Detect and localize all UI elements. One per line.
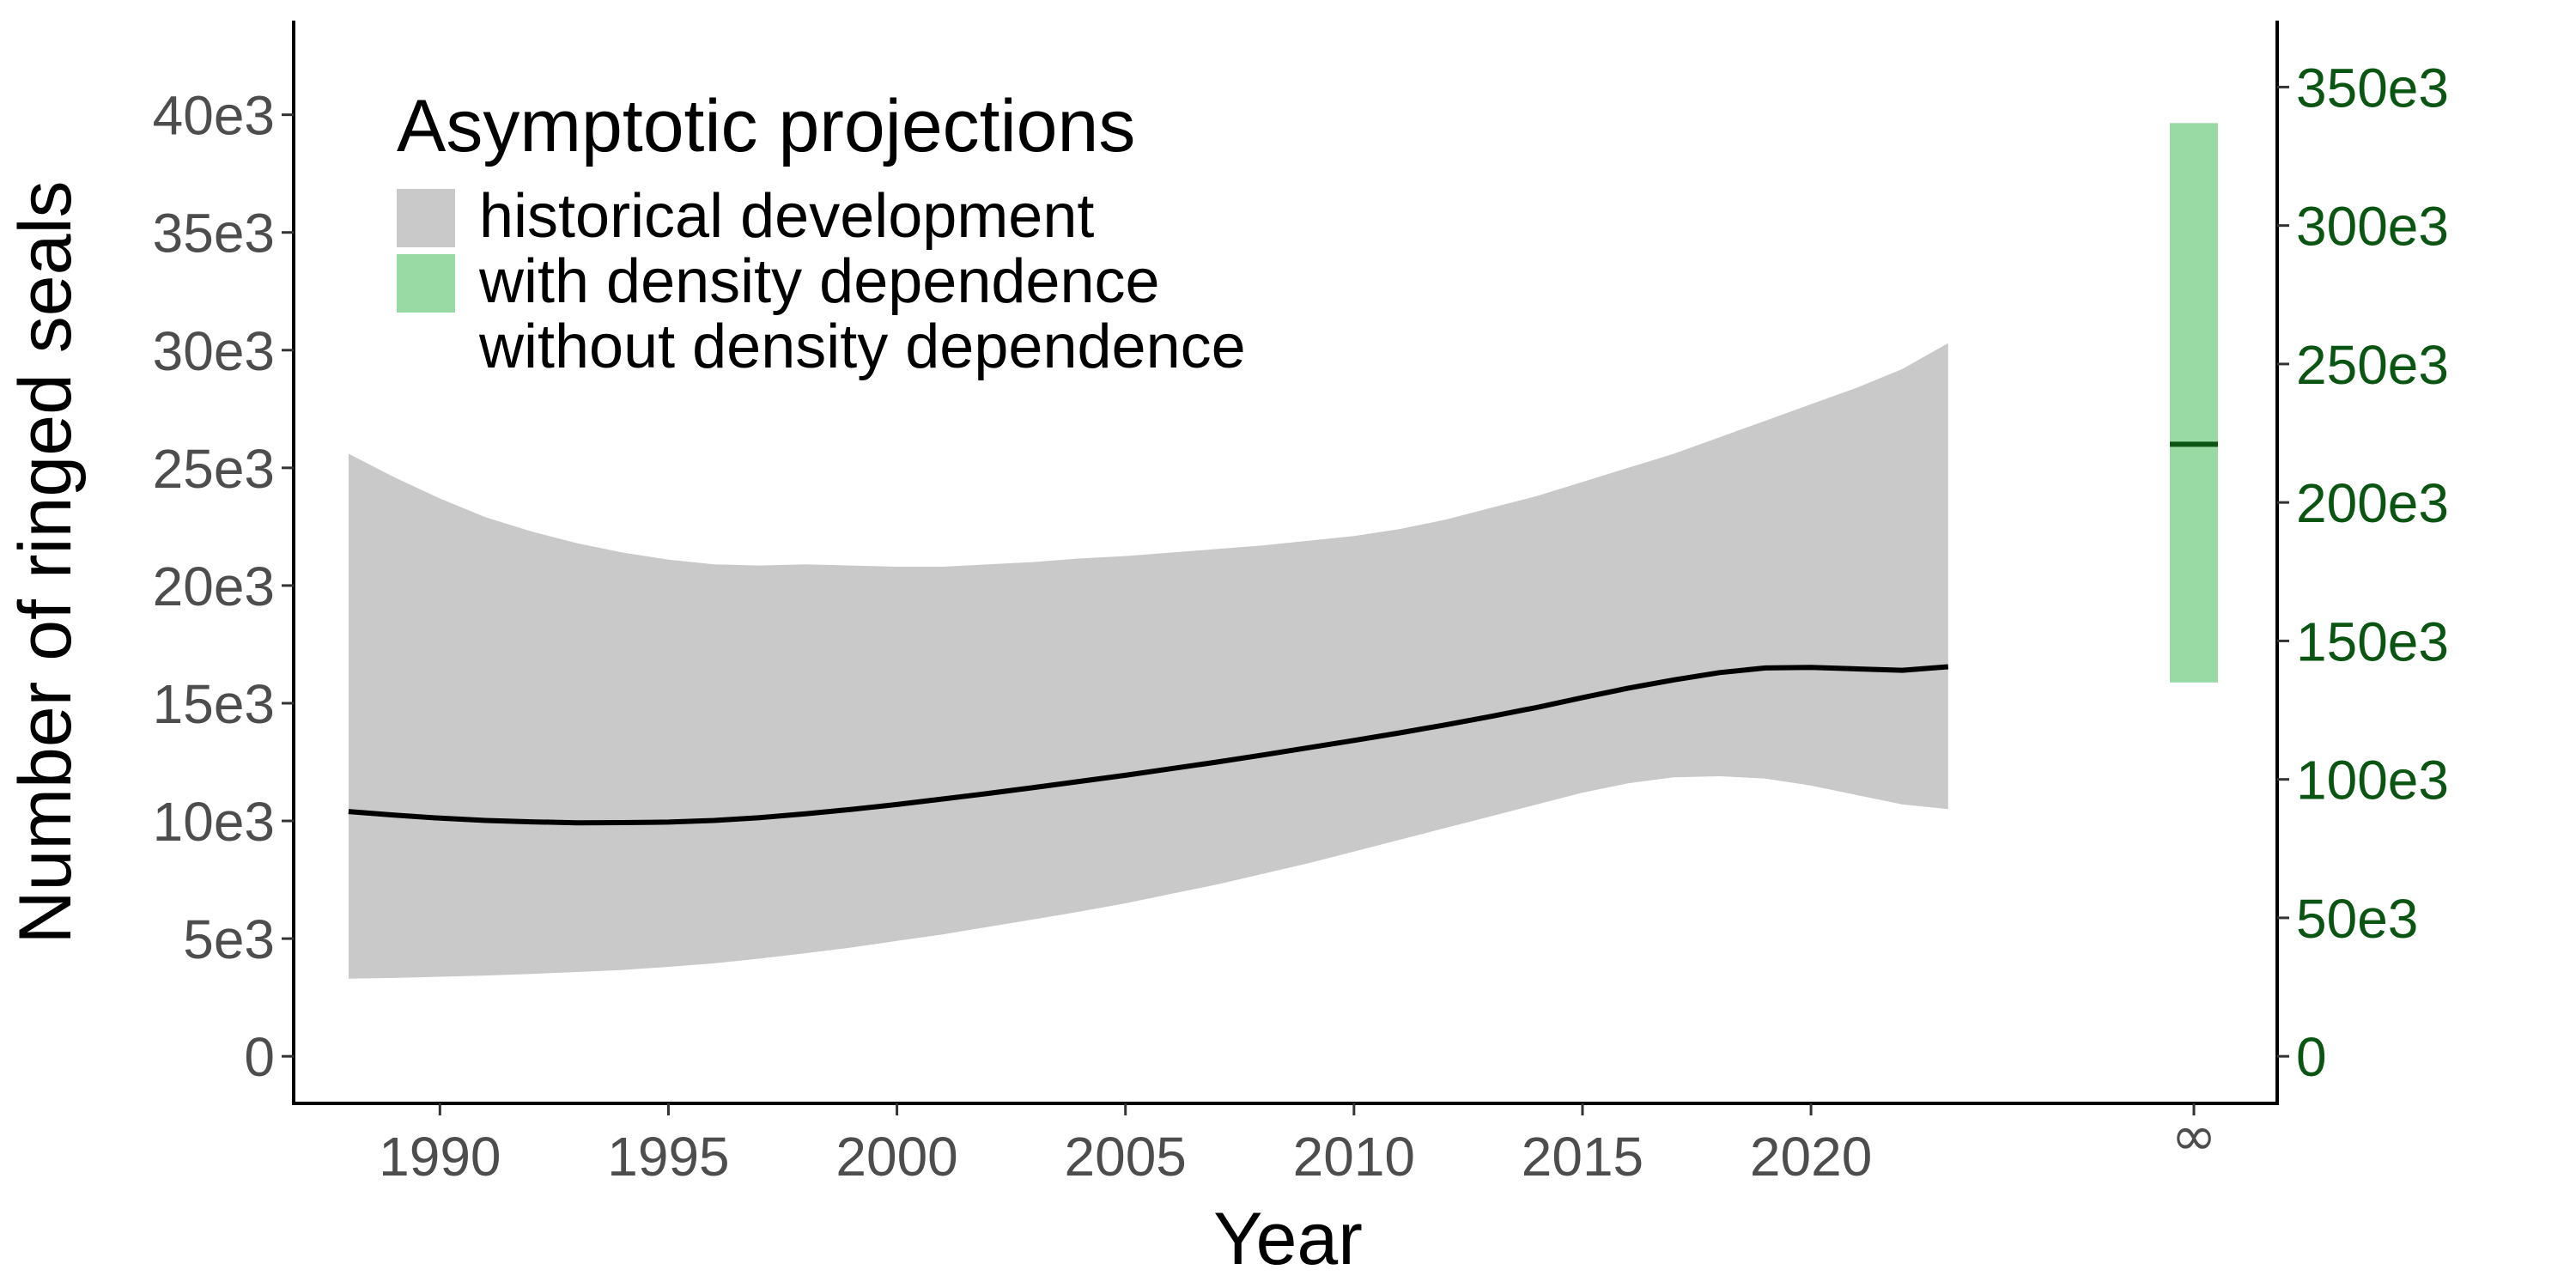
y2-tick-label: 100e3 xyxy=(2296,750,2449,811)
y-tick-label: 15e3 xyxy=(153,673,275,735)
y2-tick-label: 50e3 xyxy=(2296,888,2418,950)
x-tick-label: 2000 xyxy=(835,1126,957,1188)
legend-entry-label: with density dependence xyxy=(478,247,1160,316)
infinity-tick-label: ∞ xyxy=(2171,1105,2216,1169)
y2-tick-label: 250e3 xyxy=(2296,334,2449,396)
x-tick-label: 2005 xyxy=(1065,1126,1187,1188)
y-tick-label: 5e3 xyxy=(183,908,275,970)
axes xyxy=(292,21,2279,1105)
x-tick-label: 2010 xyxy=(1293,1126,1415,1188)
y-tick-label: 10e3 xyxy=(153,791,275,853)
historical-mean-line xyxy=(348,664,1949,826)
y-tick-label: 35e3 xyxy=(153,203,275,264)
y2-tick-label: 350e3 xyxy=(2296,57,2449,118)
x-tick-label: 2015 xyxy=(1522,1126,1643,1188)
legend: Asymptotic projections historical develo… xyxy=(397,85,1246,381)
y2-tick-label: 0 xyxy=(2296,1026,2327,1088)
y-tick-label: 40e3 xyxy=(153,85,275,147)
y-tick-label: 25e3 xyxy=(153,438,275,500)
legend-entry-label: historical development xyxy=(479,182,1094,251)
y-tick-label: 20e3 xyxy=(153,556,275,617)
historical-band xyxy=(348,343,1948,979)
y-tick-label: 0 xyxy=(244,1026,275,1088)
x-axis-title: Year xyxy=(1213,1198,1363,1280)
plot-area xyxy=(348,123,2218,979)
legend-title: Asymptotic projections xyxy=(397,85,1135,167)
x-tick-label: 1990 xyxy=(379,1126,501,1188)
legend-key xyxy=(397,254,455,313)
ticks: 0 5e3 10e3 15e3 20e3 25e3 30e3 35e3 40e3 0 50e3 100… xyxy=(153,57,2449,1188)
y2-tick-label: 300e3 xyxy=(2296,196,2449,258)
x-tick-label: 1995 xyxy=(607,1126,729,1188)
asymptote-range-bar xyxy=(2170,123,2218,683)
y-tick-label: 30e3 xyxy=(153,320,275,382)
y2-tick-label: 200e3 xyxy=(2296,472,2449,534)
y2-tick-label: 150e3 xyxy=(2296,611,2449,672)
legend-entry-label: without density dependence xyxy=(478,313,1246,381)
y-axis-title: Number of ringed seals xyxy=(4,180,87,944)
x-tick-label: 2020 xyxy=(1750,1126,1872,1188)
legend-key xyxy=(397,189,455,247)
